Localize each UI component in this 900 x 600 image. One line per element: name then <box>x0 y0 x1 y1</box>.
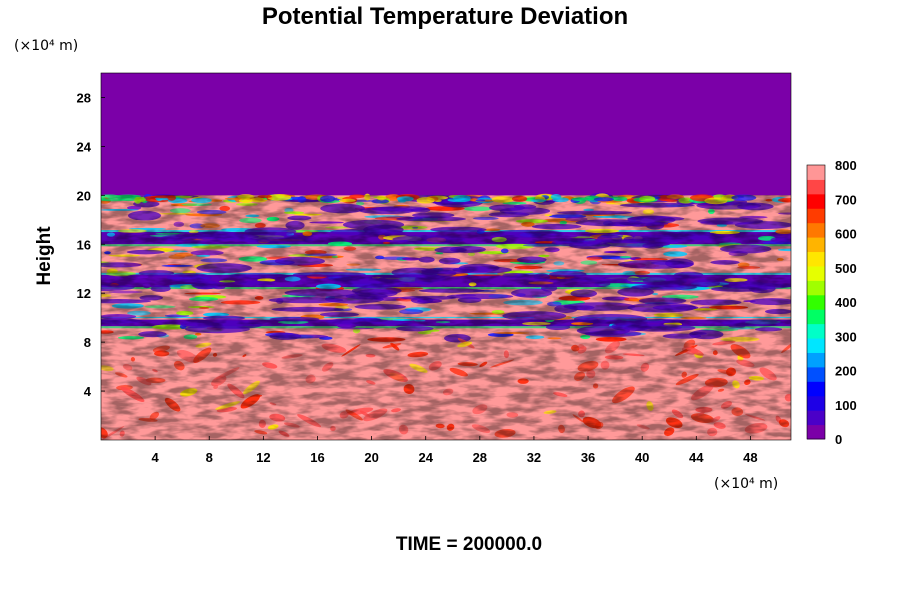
y-tick-label: 20 <box>77 188 91 203</box>
x-axis-ticks: 4 8 12 16 20 24 28 32 36 40 44 48 <box>152 436 758 465</box>
x-tick-label: 32 <box>527 450 541 465</box>
colorbar-tick-label: 700 <box>835 192 857 207</box>
x-tick-label: 36 <box>581 450 595 465</box>
y-tick-label: 4 <box>84 384 92 399</box>
colorbar-swatch <box>807 222 825 238</box>
colorbar-tick-label: 400 <box>835 295 857 310</box>
colorbar-swatch <box>807 280 825 296</box>
x-tick-label: 48 <box>743 450 757 465</box>
x-tick-label: 28 <box>473 450 487 465</box>
colorbar-swatch <box>807 179 825 195</box>
colorbar-swatch <box>807 309 825 325</box>
colorbar-swatch <box>807 352 825 368</box>
colorbar-swatch <box>807 237 825 253</box>
y-tick-label: 24 <box>77 139 92 154</box>
colorbar-swatch <box>807 165 825 180</box>
x-unit-label: (×10⁴ m) <box>714 476 778 492</box>
colorbar-tick-label: 500 <box>835 261 857 276</box>
colorbar: 0 100 200 300 400 500 600 700 800 <box>806 158 857 447</box>
colorbar-tick-label: 100 <box>835 398 857 413</box>
colorbar-swatch <box>807 323 825 339</box>
colorbar-swatch <box>807 294 825 310</box>
colorbar-swatch <box>807 381 825 397</box>
colorbar-swatch <box>807 251 825 267</box>
colorbar-tick-label: 300 <box>835 329 857 344</box>
colorbar-tick-label: 800 <box>835 158 857 173</box>
y-tick-label: 12 <box>77 286 91 301</box>
colorbar-tick-label: 600 <box>835 227 857 242</box>
field-upper-uniform <box>101 73 791 196</box>
colorbar-swatch <box>807 424 825 440</box>
colorbar-swatch <box>807 410 825 426</box>
y-axis-label: Height <box>34 226 55 286</box>
plot-area <box>101 73 791 440</box>
x-tick-label: 20 <box>364 450 378 465</box>
chart-title: Potential Temperature Deviation <box>262 3 628 30</box>
y-unit-label: (×10⁴ m) <box>14 38 78 54</box>
colorbar-tick-label: 0 <box>835 432 842 447</box>
colorbar-tick-label: 200 <box>835 364 857 379</box>
y-axis-ticks: 4 8 12 16 20 24 28 <box>77 90 105 399</box>
colorbar-swatch <box>807 338 825 353</box>
colorbar-swatch <box>807 265 825 281</box>
x-tick-label: 12 <box>256 450 270 465</box>
time-footer: TIME = 200000.0 <box>396 534 542 555</box>
plot-frame <box>100 72 792 441</box>
y-tick-label: 28 <box>77 90 91 105</box>
x-tick-label: 8 <box>206 450 213 465</box>
x-tick-label: 44 <box>689 450 704 465</box>
x-tick-label: 40 <box>635 450 649 465</box>
colorbar-swatch <box>807 193 825 209</box>
x-tick-label: 24 <box>418 450 433 465</box>
field-noise <box>101 195 791 440</box>
y-tick-label: 16 <box>77 237 91 252</box>
colorbar-swatch <box>807 366 825 382</box>
y-tick-label: 8 <box>84 335 91 350</box>
colorbar-frame <box>806 164 826 440</box>
colorbar-swatch <box>807 395 825 411</box>
colorbar-swatch <box>807 208 825 224</box>
x-tick-label: 16 <box>310 450 324 465</box>
x-tick-label: 4 <box>152 450 160 465</box>
